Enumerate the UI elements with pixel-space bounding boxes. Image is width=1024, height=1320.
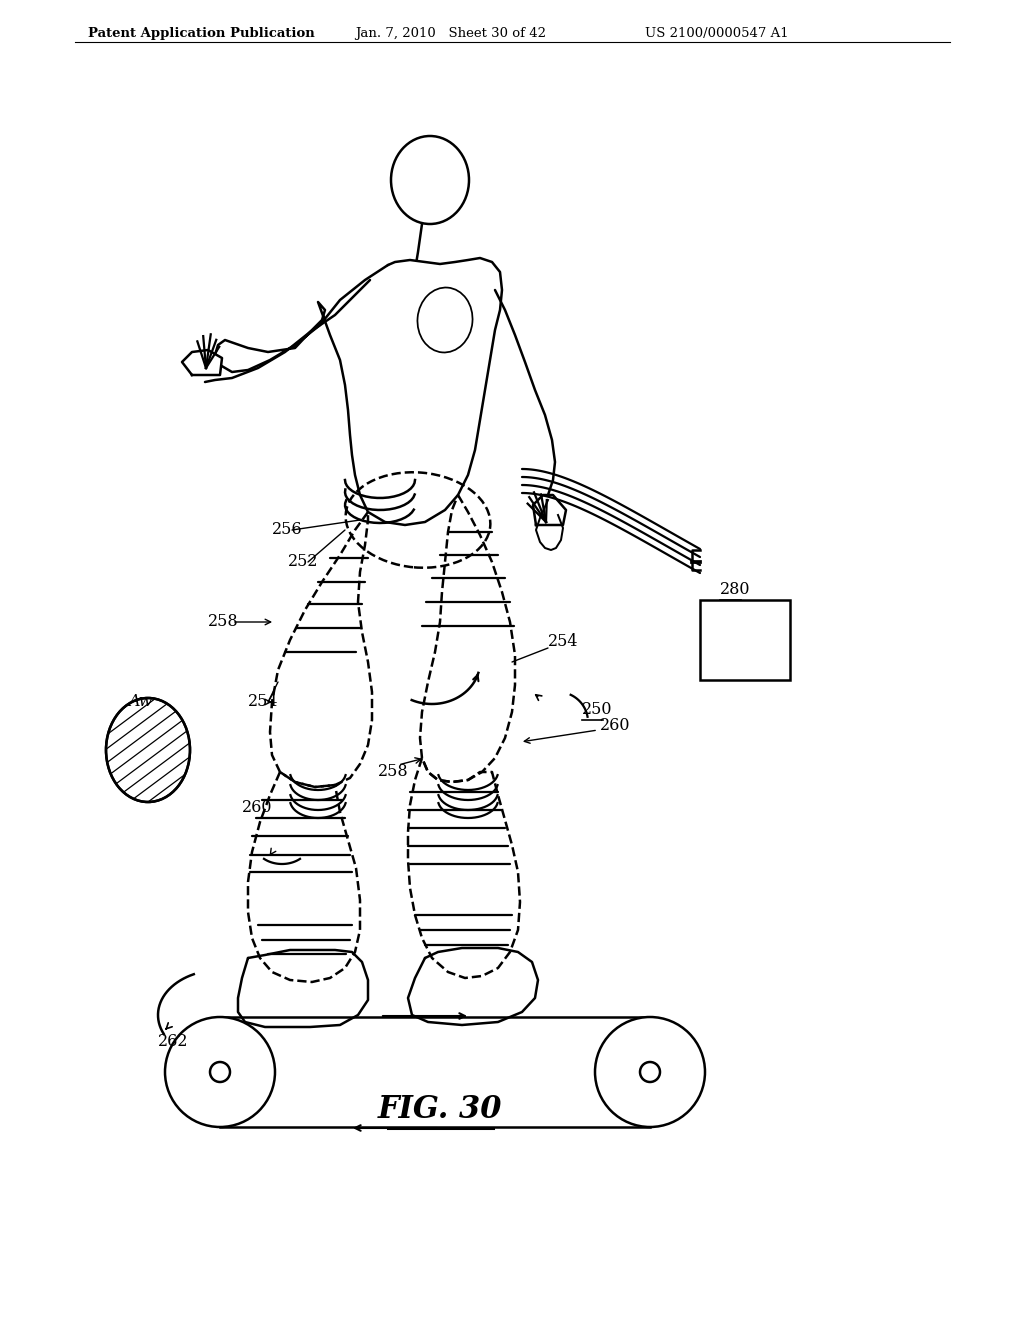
Ellipse shape (106, 698, 190, 803)
Polygon shape (182, 350, 222, 375)
Polygon shape (238, 950, 368, 1027)
Ellipse shape (165, 1016, 275, 1127)
Text: 258: 258 (378, 763, 409, 780)
Polygon shape (248, 772, 360, 982)
Polygon shape (420, 495, 515, 781)
Text: 258: 258 (208, 614, 239, 631)
Text: Jan. 7, 2010   Sheet 30 of 42: Jan. 7, 2010 Sheet 30 of 42 (355, 26, 546, 40)
Text: US 2100/0000547 A1: US 2100/0000547 A1 (645, 26, 788, 40)
Text: 260: 260 (600, 717, 631, 734)
Text: 256: 256 (272, 521, 303, 539)
Ellipse shape (595, 1016, 705, 1127)
Text: 254: 254 (548, 634, 579, 651)
Text: 260: 260 (242, 800, 272, 817)
Polygon shape (215, 257, 502, 525)
Text: 262: 262 (158, 1034, 188, 1051)
Text: 280: 280 (720, 582, 751, 598)
Text: Patent Application Publication: Patent Application Publication (88, 26, 314, 40)
Polygon shape (408, 948, 538, 1026)
Polygon shape (408, 758, 520, 978)
Bar (700, 601, 790, 680)
Text: FIG. 30: FIG. 30 (378, 1094, 502, 1125)
Text: 252: 252 (288, 553, 318, 570)
Text: 254: 254 (248, 693, 279, 710)
Polygon shape (270, 512, 372, 787)
Ellipse shape (391, 136, 469, 224)
Text: Aw: Aw (128, 693, 153, 710)
Polygon shape (534, 495, 566, 525)
Text: 250: 250 (582, 701, 612, 718)
